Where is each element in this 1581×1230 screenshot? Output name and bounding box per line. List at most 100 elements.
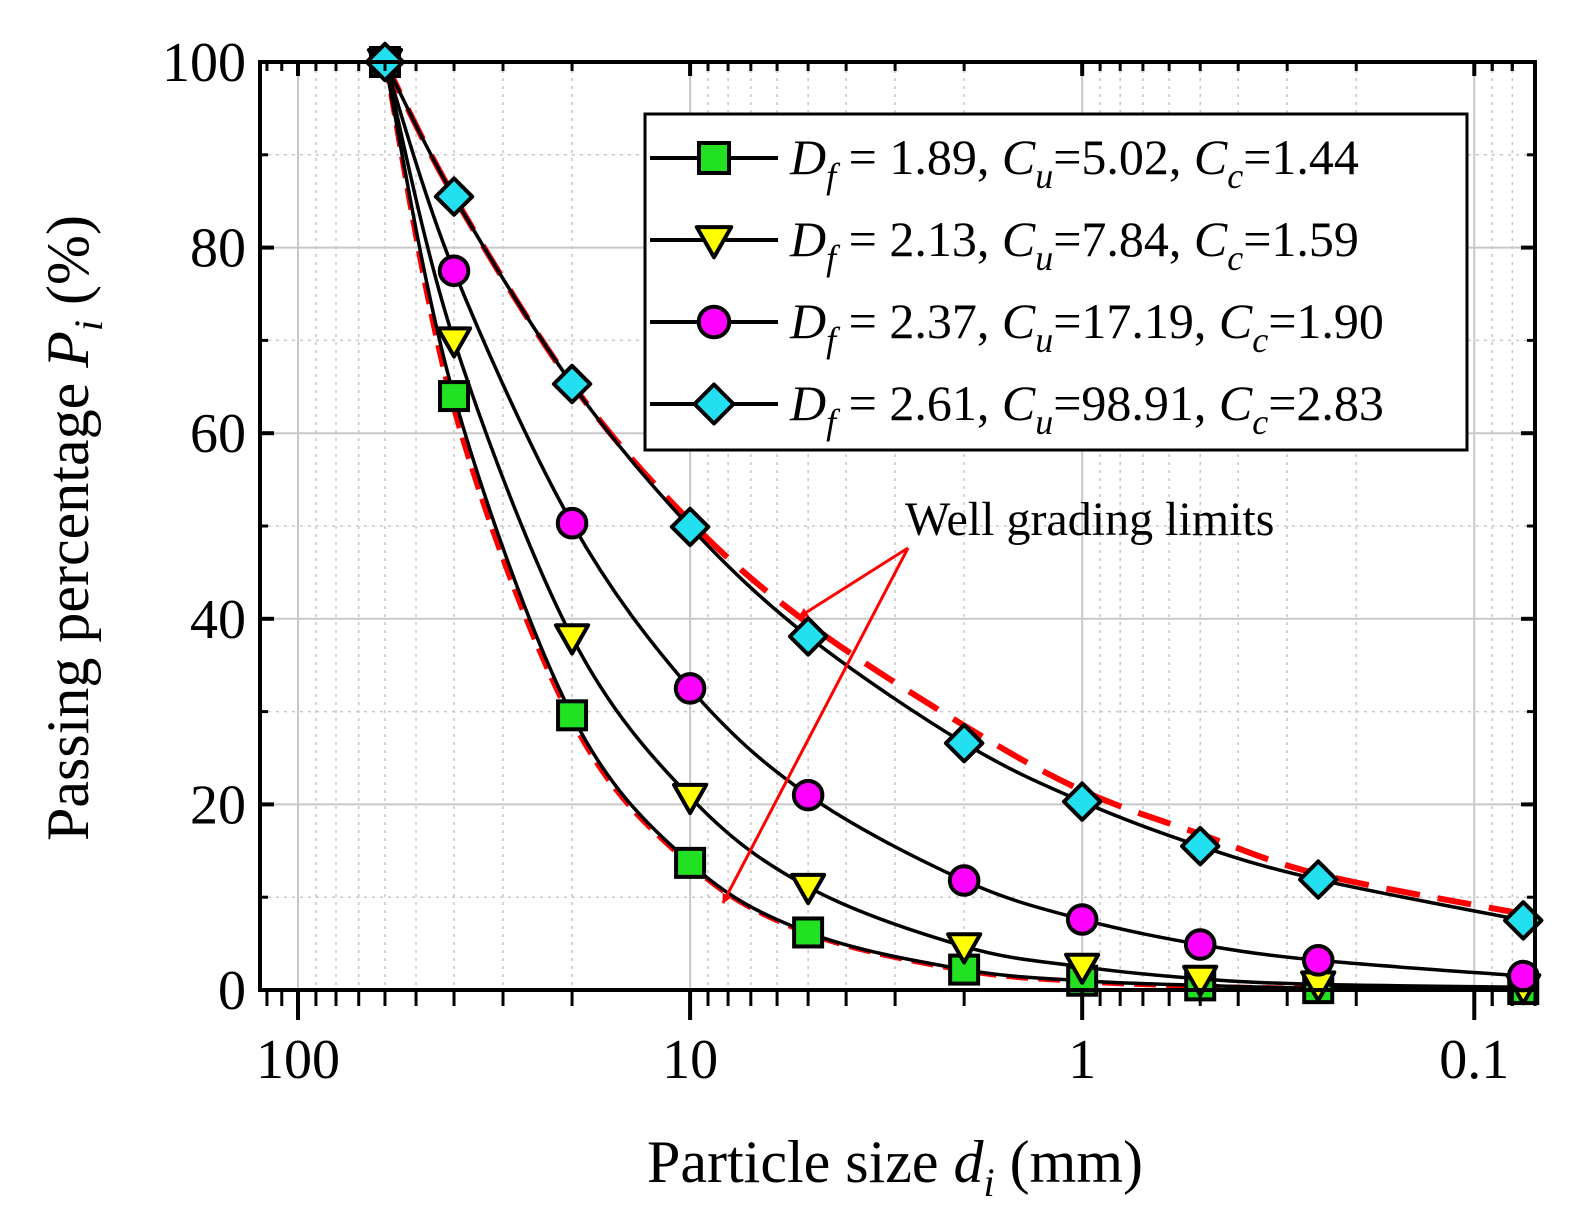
- y-tick-label: 60: [190, 403, 246, 465]
- series-2-point: [671, 782, 709, 816]
- annotation-arrow-lower: [721, 547, 910, 904]
- x-tick-label: 10: [662, 1029, 718, 1091]
- legend-item-3: Df = 2.37, Cu=17.19, Cc=1.90: [650, 293, 1384, 360]
- legend-text-part: =2.83: [1268, 375, 1384, 431]
- legend-item-2: Df = 2.13, Cu=7.84, Cc=1.59: [650, 211, 1359, 278]
- x-axis-title: Particle size di (mm): [647, 1129, 1143, 1205]
- series-3-point: [437, 254, 471, 288]
- legend-item-4: Df = 2.61, Cu=98.91, Cc=2.83: [650, 375, 1384, 442]
- series-1-point: [674, 846, 707, 879]
- series-3-point: [673, 672, 707, 705]
- legend-marker: [697, 141, 731, 175]
- data-series: [364, 41, 1544, 1006]
- legend-subscript: c: [1252, 402, 1268, 442]
- legend-item-1: Df = 1.89, Cu=5.02, Cc=1.44: [650, 129, 1359, 196]
- y-axis-title-main: Passing percentage: [35, 368, 101, 841]
- legend-text-part: =17.19,: [1053, 293, 1219, 349]
- legend-text-part: =1.59: [1243, 211, 1359, 267]
- legend: Df = 1.89, Cu=5.02, Cc=1.44 Df = 2.13, Cu…: [643, 112, 1469, 452]
- series-4-line: [383, 61, 1524, 923]
- x-tick-label: 1: [1068, 1029, 1096, 1091]
- legend-text-part: =98.91,: [1053, 375, 1219, 431]
- legend-subscript: c: [1252, 320, 1268, 360]
- y-axis-title-unit: (%): [35, 215, 101, 320]
- legend-var: C: [1002, 375, 1036, 431]
- y-tick-label: 40: [190, 589, 246, 651]
- legend-marker: [696, 304, 732, 340]
- series-3-point: [1065, 903, 1099, 936]
- legend-var: C: [1219, 375, 1253, 431]
- y-tick-label: 20: [190, 774, 246, 836]
- annotation-text: Well grading limits: [905, 493, 1274, 546]
- legend-label: Df = 2.61, Cu=98.91, Cc=2.83: [789, 375, 1384, 442]
- series-4: [364, 41, 1544, 941]
- legend-text-part: = 2.13,: [836, 211, 1002, 267]
- legend-text-part: =7.84,: [1053, 211, 1194, 267]
- limit-line-upper: [382, 62, 1524, 917]
- legend-label: Df = 2.13, Cu=7.84, Cc=1.59: [789, 211, 1359, 278]
- legend-var: D: [789, 211, 826, 267]
- legend-subscript: u: [1035, 156, 1053, 196]
- x-tick-label: 100: [256, 1029, 340, 1091]
- series-3: [368, 45, 1540, 993]
- legend-text-part: =1.44: [1243, 129, 1359, 185]
- series-4-point: [551, 363, 593, 405]
- series-2-point: [946, 932, 983, 965]
- legend-marker: [694, 225, 734, 260]
- legend-label: Df = 2.37, Cu=17.19, Cc=1.90: [789, 293, 1384, 360]
- legend-subscript: u: [1035, 402, 1053, 442]
- legend-var: C: [1194, 129, 1228, 185]
- series-4-point: [433, 176, 475, 217]
- legend-var: D: [789, 375, 826, 431]
- series-1-point: [556, 699, 589, 732]
- legend-text-part: = 1.89,: [836, 129, 1002, 185]
- y-tick-label: 100: [162, 32, 246, 94]
- y-tick-label: 80: [190, 218, 246, 280]
- y-axis-title-sub: i: [66, 320, 111, 331]
- series-3-point: [555, 506, 589, 540]
- legend-subscript: u: [1035, 320, 1053, 360]
- legend-var: C: [1002, 211, 1036, 267]
- legend-var: D: [789, 129, 826, 185]
- series-1-point: [438, 380, 471, 413]
- legend-text-part: =5.02,: [1053, 129, 1194, 185]
- series-4-point: [669, 506, 711, 548]
- legend-box: [643, 112, 1469, 452]
- y-tick-label: 0: [218, 960, 246, 1022]
- series-4-point: [1061, 781, 1103, 822]
- axes: 0 20 40 60 80 100 100 10 1 0.1: [162, 32, 1537, 1091]
- x-axis-title-sub: i: [984, 1160, 995, 1205]
- series-3-point: [791, 778, 825, 812]
- series-4-point: [1180, 825, 1221, 867]
- x-axis-title-unit: (mm): [995, 1129, 1143, 1195]
- y-axis-title: Passing percentage Pi (%): [35, 215, 111, 841]
- series-2-point: [435, 326, 473, 359]
- legend-subscript: u: [1035, 238, 1053, 278]
- legend-var: C: [1002, 129, 1036, 185]
- legend-var: C: [1002, 293, 1036, 349]
- legend-var: C: [1219, 293, 1253, 349]
- x-tick-label: 0.1: [1439, 1029, 1509, 1091]
- y-axis-title-var: P: [35, 331, 101, 369]
- annotation-arrow-upper: [798, 546, 909, 619]
- series-2-point: [1182, 964, 1219, 997]
- legend-text-part: = 2.61,: [836, 375, 1002, 431]
- x-axis-title-main: Particle size: [647, 1129, 954, 1195]
- series-3-point: [1183, 928, 1217, 961]
- legend-subscript: c: [1227, 238, 1243, 278]
- series-1-point: [792, 916, 825, 949]
- series-2-point: [553, 623, 591, 656]
- series-3-line: [383, 61, 1524, 978]
- legend-marker: [692, 382, 736, 426]
- legend-text-part: = 2.37,: [836, 293, 1002, 349]
- series-3-point: [1301, 944, 1335, 977]
- x-axis-title-var: d: [954, 1129, 985, 1195]
- legend-text-part: =1.90: [1268, 293, 1384, 349]
- series-3-point: [947, 864, 981, 897]
- series-4-point: [787, 616, 829, 657]
- series-4-point: [943, 722, 985, 764]
- series-2-point: [1064, 952, 1101, 985]
- well-grading-limits-annotation: Well grading limits: [721, 493, 1274, 904]
- series-2-point: [790, 872, 827, 906]
